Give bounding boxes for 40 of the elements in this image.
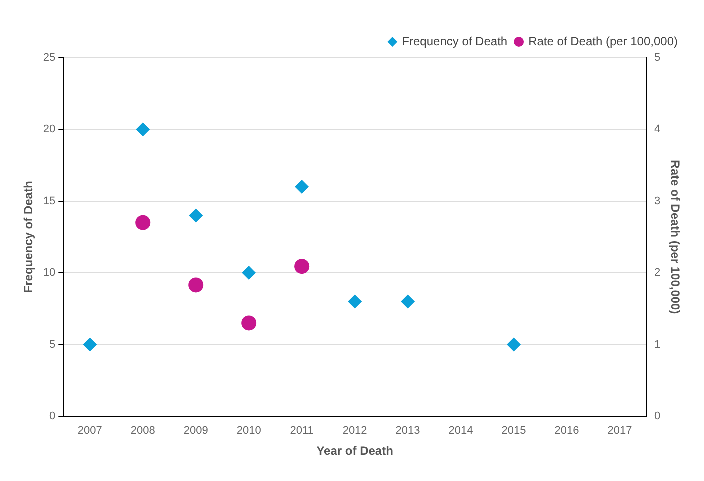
y-tick-label: 5 xyxy=(50,338,56,351)
legend-label: Rate of Death (per 100,000) xyxy=(528,34,678,48)
point xyxy=(136,122,150,137)
point xyxy=(242,266,256,280)
y-tick-label: 20 xyxy=(43,124,56,136)
x-tick-label: 2014 xyxy=(448,425,474,438)
y-tick-label: 25 xyxy=(43,52,56,64)
y-tick-label: 0 xyxy=(50,410,56,422)
x-tick-label: 2011 xyxy=(290,425,314,438)
point xyxy=(401,294,416,309)
x-tick-label: 2015 xyxy=(502,425,526,438)
x-tick-label: 2007 xyxy=(78,425,102,438)
x-tick-label: 2017 xyxy=(608,425,632,438)
y2-tick-label: 1 xyxy=(654,338,661,351)
point xyxy=(348,294,362,309)
legend-label: Frequency of Death xyxy=(402,34,508,48)
x-tick-label: 2012 xyxy=(342,425,368,438)
y2-axis-title: Rate of Death (per 100,000) xyxy=(668,160,682,314)
y2-tick-label: 5 xyxy=(654,52,661,64)
point xyxy=(83,338,98,352)
y2-tick-label: 2 xyxy=(654,267,661,280)
x-tick-label: 2008 xyxy=(130,425,156,438)
y-axis-title: Frequency of Death xyxy=(22,181,36,294)
y2-tick-label: 4 xyxy=(654,124,661,136)
x-tick-label: 2010 xyxy=(236,425,262,438)
point xyxy=(294,259,310,274)
point xyxy=(507,338,522,352)
y2-tick-label: 3 xyxy=(654,195,661,208)
point xyxy=(189,208,204,223)
point xyxy=(136,215,151,230)
y2-tick-label: 0 xyxy=(654,410,661,422)
x-tick-label: 2016 xyxy=(554,425,580,438)
point xyxy=(295,180,310,194)
x-axis-title: Year of Death xyxy=(316,444,394,458)
point xyxy=(188,278,204,293)
y-tick-label: 15 xyxy=(43,195,56,208)
point xyxy=(242,316,257,331)
x-tick-label: 2009 xyxy=(184,425,208,438)
y-tick-label: 10 xyxy=(43,267,56,280)
x-tick-label: 2013 xyxy=(396,425,420,438)
